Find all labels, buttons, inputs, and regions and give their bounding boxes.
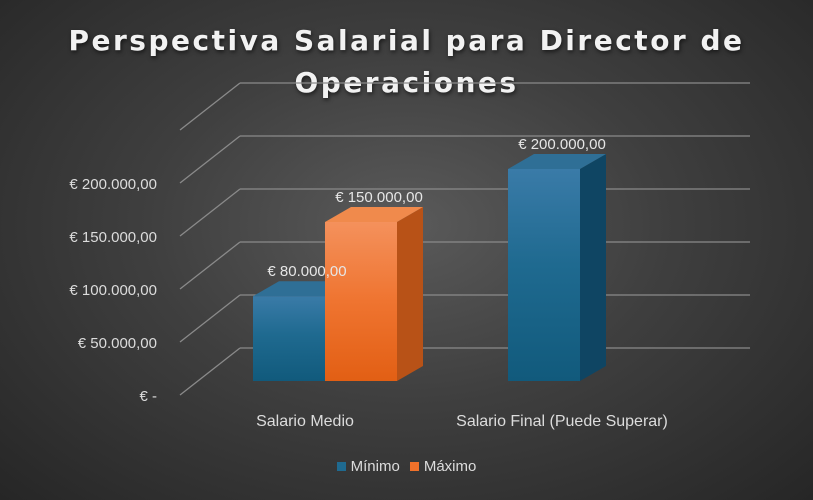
bar-maximo-0-side — [397, 207, 423, 381]
bar-maximo-0 — [325, 222, 397, 381]
legend-label-maximo: Máximo — [423, 458, 477, 475]
bar-minimo-1 — [508, 169, 580, 381]
legend-item-maximo: Máximo — [409, 458, 477, 475]
gridline-depth — [179, 188, 241, 237]
bar-minimo-1-side — [580, 154, 606, 381]
chart-legend: Mínimo Máximo — [0, 458, 813, 475]
data-label: € 150.000,00 — [335, 189, 423, 206]
legend-swatch-maximo — [409, 462, 419, 471]
legend-item-minimo: Mínimo — [336, 458, 400, 475]
y-tick-label: € 50.000,00 — [78, 335, 157, 352]
legend-label-minimo: Mínimo — [350, 458, 400, 475]
gridline-depth — [179, 241, 241, 290]
gridline-depth — [179, 294, 241, 343]
data-label: € 200.000,00 — [518, 136, 606, 153]
legend-swatch-minimo — [336, 462, 346, 471]
bar-minimo-0 — [253, 296, 325, 381]
gridline-depth — [179, 347, 241, 396]
bar-minimo-1-top — [508, 154, 606, 169]
x-category-label: Salario Final (Puede Superar) — [456, 413, 668, 430]
y-tick-label: € - — [139, 388, 157, 405]
gridline-depth — [179, 82, 241, 131]
data-label: € 80.000,00 — [267, 263, 346, 280]
x-category-label: Salario Medio — [256, 413, 354, 430]
y-tick-label: € 100.000,00 — [69, 282, 157, 299]
bar-maximo-0-top — [325, 207, 423, 222]
y-tick-label: € 150.000,00 — [69, 229, 157, 246]
gridline-depth — [179, 135, 241, 184]
y-tick-label: € 200.000,00 — [69, 176, 157, 193]
